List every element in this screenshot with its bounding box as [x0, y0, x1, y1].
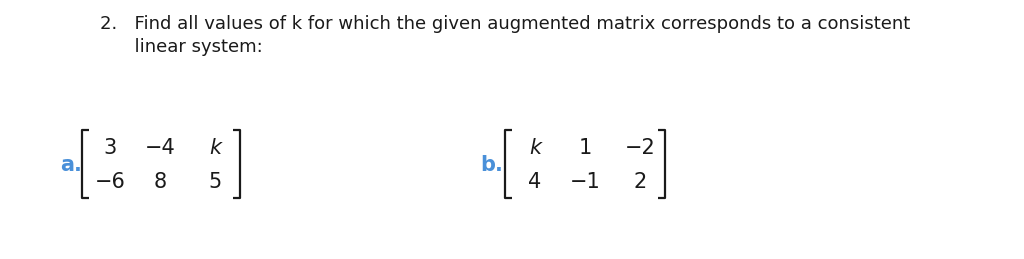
Text: k: k [529, 138, 541, 158]
Text: linear system:: linear system: [100, 38, 263, 56]
Text: 2: 2 [634, 172, 646, 192]
Text: −2: −2 [625, 138, 655, 158]
Text: k: k [209, 138, 221, 158]
Text: −1: −1 [569, 172, 600, 192]
Text: 5: 5 [208, 172, 221, 192]
Text: 8: 8 [154, 172, 167, 192]
Text: 2.   Find all values of k for which the given augmented matrix corresponds to a : 2. Find all values of k for which the gi… [100, 15, 910, 33]
Text: −4: −4 [144, 138, 175, 158]
Text: 3: 3 [103, 138, 117, 158]
Text: −6: −6 [94, 172, 125, 192]
Text: 4: 4 [528, 172, 542, 192]
Text: b.: b. [480, 155, 503, 175]
Text: 1: 1 [579, 138, 592, 158]
Text: a.: a. [60, 155, 82, 175]
